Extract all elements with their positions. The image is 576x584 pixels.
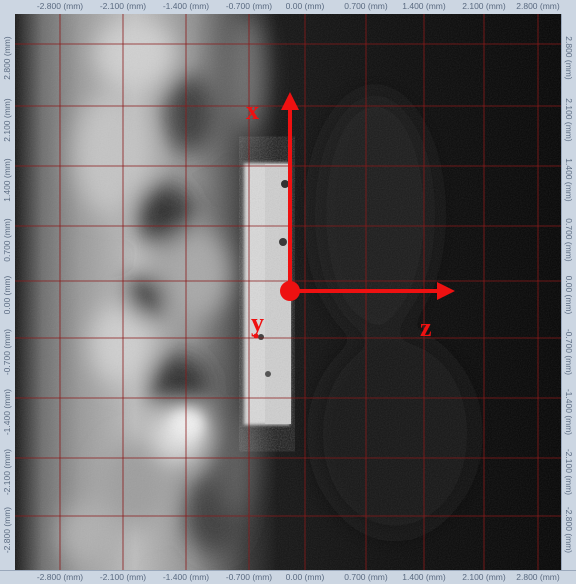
top-ruler: -2.800 (mm) -2.100 (mm) -1.400 (mm) -0.7…	[0, 0, 576, 15]
left-tick-label: 0.00 (mm)	[2, 275, 12, 315]
microscope-image-canvas[interactable]: x y z	[15, 14, 561, 570]
bottom-tick-label: -2.100 (mm)	[99, 572, 147, 582]
right-tick-label: 2.100 (mm)	[564, 98, 574, 142]
top-tick-label: -2.100 (mm)	[99, 1, 147, 11]
bottom-tick-label: 2.800 (mm)	[516, 572, 560, 582]
left-tick-label: -1.400 (mm)	[2, 388, 12, 436]
image-svg: x y z	[15, 14, 561, 570]
top-tick-label: 2.100 (mm)	[462, 1, 506, 11]
right-tick-label: 1.400 (mm)	[564, 158, 574, 202]
bottom-tick-label: 1.400 (mm)	[402, 572, 446, 582]
top-tick-label: -2.800 (mm)	[36, 1, 84, 11]
right-tick-label: 0.700 (mm)	[564, 218, 574, 262]
left-tick-label: 2.100 (mm)	[2, 98, 12, 142]
left-ruler: 2.800 (mm) 2.100 (mm) 1.400 (mm) 0.700 (…	[0, 14, 16, 570]
axis-y-label: y	[251, 308, 264, 337]
y-axis-point	[253, 333, 259, 339]
top-tick-label: -0.700 (mm)	[225, 1, 273, 11]
x-arrowhead	[281, 92, 299, 110]
top-tick-label: 2.800 (mm)	[516, 1, 560, 11]
top-tick-label: 1.400 (mm)	[402, 1, 446, 11]
left-tick-label: -2.800 (mm)	[2, 506, 12, 554]
right-tick-label: -1.400 (mm)	[564, 388, 574, 436]
axis-z-label: z	[420, 313, 432, 342]
bottom-ruler: -2.800 (mm) -2.100 (mm) -1.400 (mm) -0.7…	[0, 570, 576, 584]
right-ruler: 2.800 (mm) 2.100 (mm) 1.400 (mm) 0.700 (…	[561, 14, 576, 570]
top-tick-label: 0.00 (mm)	[285, 1, 325, 11]
bottom-tick-label: 2.100 (mm)	[462, 572, 506, 582]
bottom-tick-label: -2.800 (mm)	[36, 572, 84, 582]
bottom-tick-label: -0.700 (mm)	[225, 572, 273, 582]
bottom-tick-label: 0.700 (mm)	[344, 572, 388, 582]
right-tick-label: -2.800 (mm)	[564, 506, 574, 554]
top-tick-label: -1.400 (mm)	[162, 1, 210, 11]
coordinate-axes-overlay: x y z	[246, 92, 455, 342]
bottom-tick-label: -1.400 (mm)	[162, 572, 210, 582]
origin-point	[280, 281, 300, 301]
axis-x-label: x	[246, 96, 259, 125]
right-tick-label: -0.700 (mm)	[564, 328, 574, 376]
right-tick-label: 2.800 (mm)	[564, 36, 574, 80]
left-tick-label: 1.400 (mm)	[2, 158, 12, 202]
left-tick-label: 2.800 (mm)	[2, 36, 12, 80]
left-tick-label: -2.100 (mm)	[2, 448, 12, 496]
right-tick-label: 0.00 (mm)	[564, 275, 574, 315]
bottom-tick-label: 0.00 (mm)	[285, 572, 325, 582]
right-tick-label: -2.100 (mm)	[564, 448, 574, 496]
z-arrowhead	[437, 282, 455, 300]
left-tick-label: -0.700 (mm)	[2, 328, 12, 376]
left-tick-label: 0.700 (mm)	[2, 218, 12, 262]
top-tick-label: 0.700 (mm)	[344, 1, 388, 11]
